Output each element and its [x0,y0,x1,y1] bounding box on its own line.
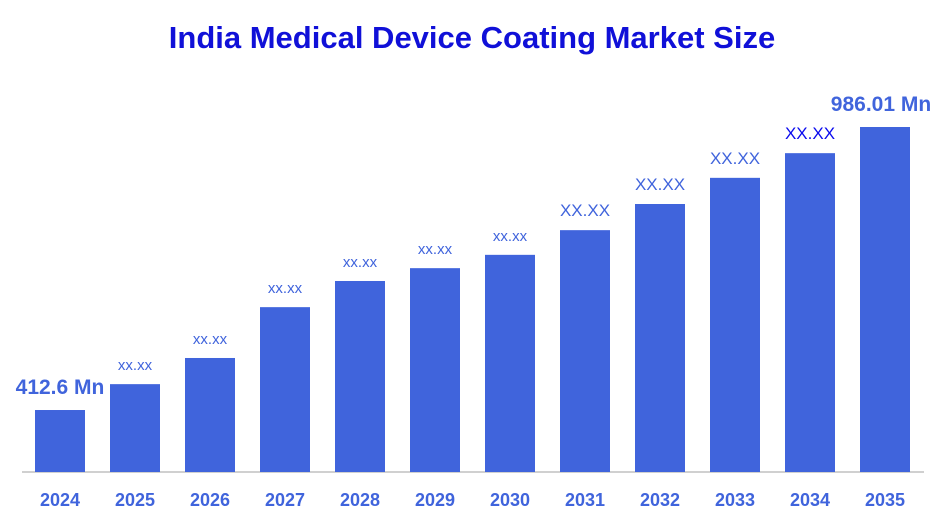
data-label: 412.6 Mn [16,376,105,399]
x-tick-label: 2024 [40,490,80,510]
data-label: xx.xx [418,241,453,258]
bar-2025 [110,384,160,472]
data-label: xx.xx [118,357,153,374]
bar-2029 [410,268,460,472]
data-label: XX.XX [785,124,835,143]
x-tick-label: 2028 [340,490,380,510]
bar-2032 [635,203,685,472]
x-tick-label: 2030 [490,490,530,510]
bar-2024 [35,410,85,472]
data-label: 986.01 Mn [831,93,931,116]
x-tick-label: 2031 [565,490,605,510]
data-label: xx.xx [193,331,228,348]
bar-2026 [185,357,235,472]
data-label: xx.xx [343,254,378,271]
x-tick-label: 2025 [115,490,155,510]
x-tick-label: 2035 [865,490,905,510]
x-tick-label: 2026 [190,490,230,510]
x-tick-label: 2027 [265,490,305,510]
data-label: XX.XX [710,149,760,168]
data-label: XX.XX [635,175,685,194]
bar-2034 [785,153,835,472]
x-tick-label: 2032 [640,490,680,510]
bar-2035 [860,127,910,472]
data-label: xx.xx [268,280,303,297]
data-label: XX.XX [560,201,610,220]
x-tick-label: 2029 [415,490,455,510]
chart-title: India Medical Device Coating Market Size [168,20,776,55]
bar-2031 [560,230,610,472]
bar-2027 [260,307,310,472]
bar-2030 [485,254,535,472]
x-tick-label: 2034 [790,490,830,510]
bar-2028 [335,280,385,472]
bar-2033 [710,177,760,472]
x-tick-label: 2033 [715,490,755,510]
data-label: xx.xx [493,228,528,245]
